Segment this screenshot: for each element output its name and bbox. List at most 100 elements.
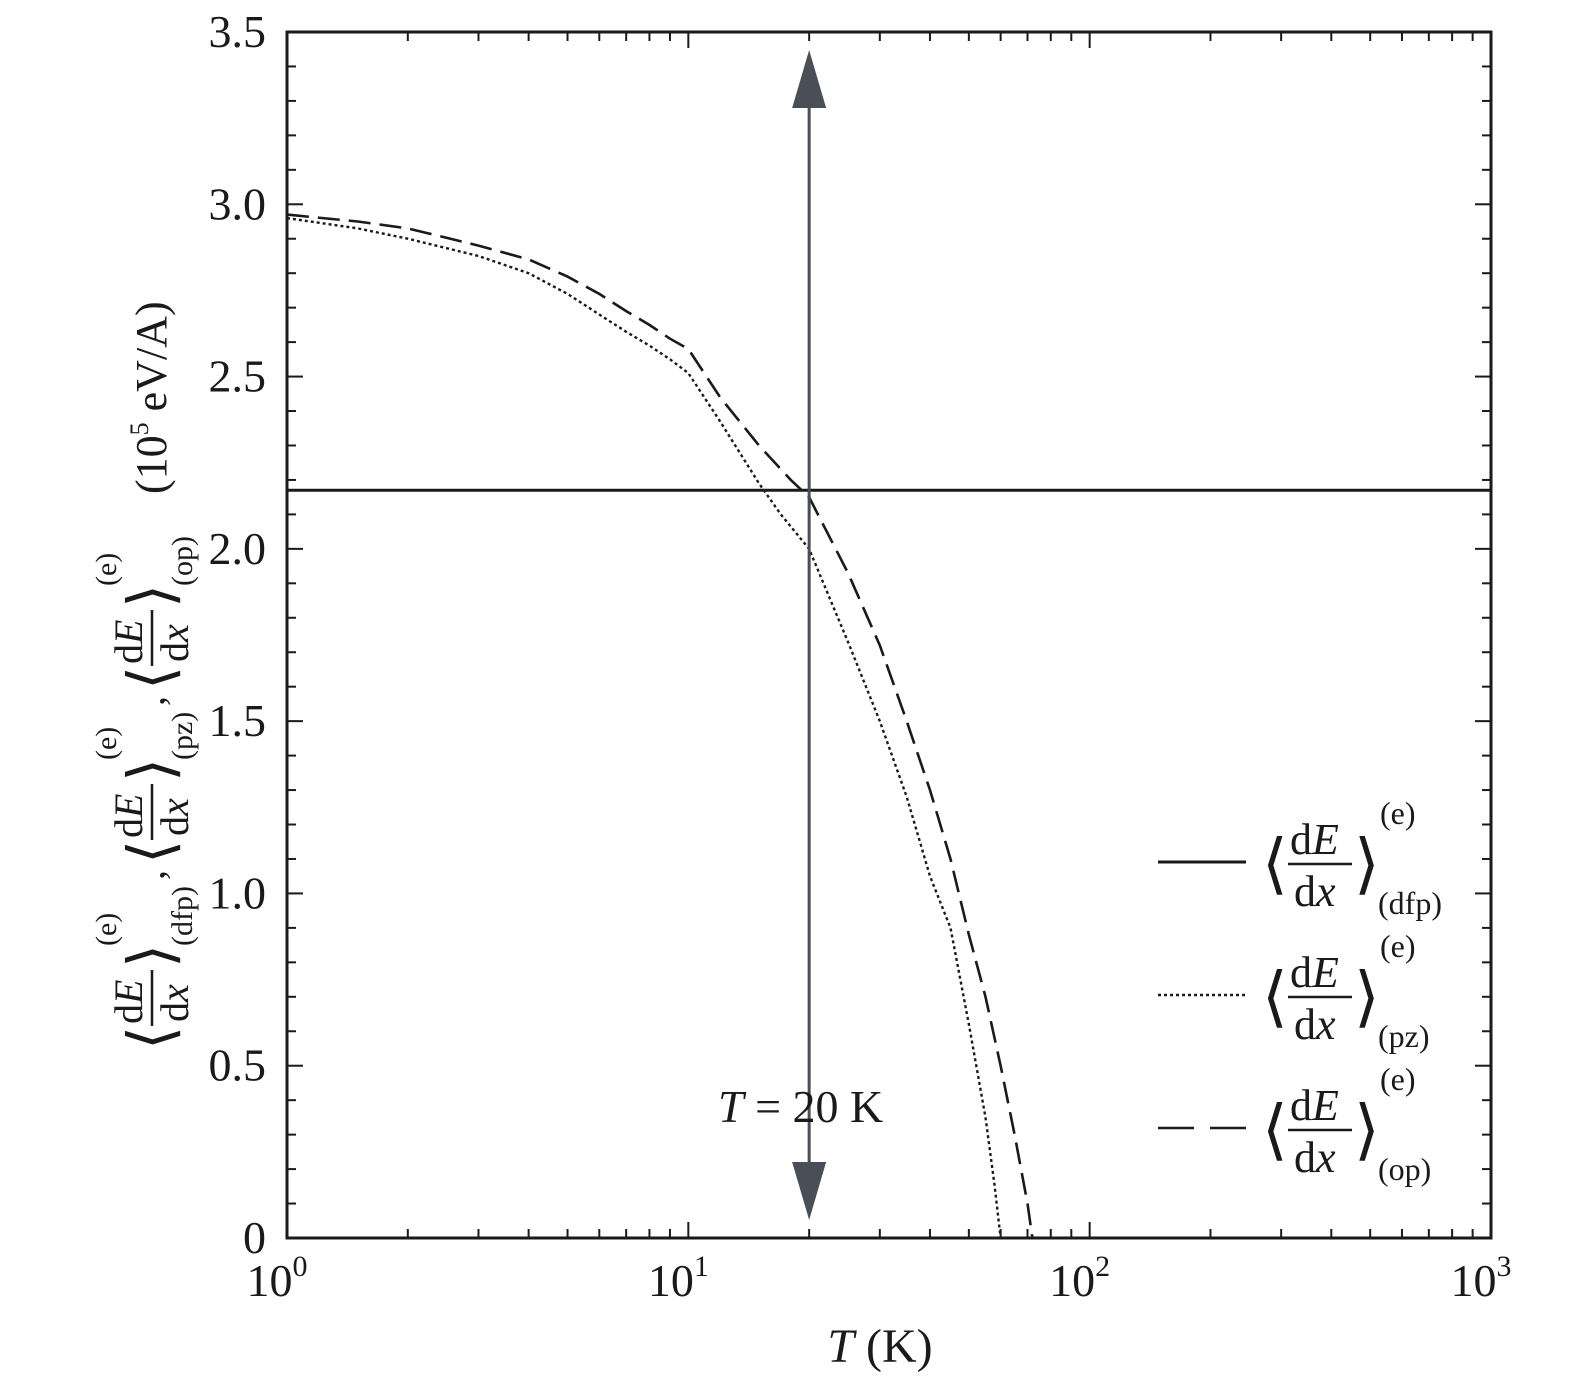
x-tick-label-exp: 3 xyxy=(1497,1250,1512,1283)
y-tick-label: 1.5 xyxy=(209,695,267,746)
y-label-sup: (e) xyxy=(90,913,123,946)
legend-numerator: dE xyxy=(1290,1081,1339,1130)
x-tick-label-exp: 0 xyxy=(293,1250,308,1283)
y-label-den-d: d xyxy=(152,1002,197,1022)
y-label-term-dfp: ⟨ dE dx ⟩ (e) (dfp) , xyxy=(90,870,199,1050)
y-label-bracket-right: ⟩ xyxy=(118,584,186,608)
y-label-unit: (105 eV/A) xyxy=(125,301,176,494)
legend-bracket-right: ⟩ xyxy=(1354,961,1380,1034)
legend-den-x: x xyxy=(1315,1000,1336,1049)
series-line-dashed xyxy=(286,213,1034,1239)
y-label-sub-op: (op) xyxy=(166,536,199,586)
y-tick-label: 3.0 xyxy=(209,178,267,229)
legend-denominator: dx xyxy=(1294,867,1336,916)
y-label-numerator: dE xyxy=(106,980,151,1024)
y-label-num-d: d xyxy=(106,644,151,664)
y-label-bracket-left: ⟨ xyxy=(118,840,186,864)
x-tick-label-exp: 2 xyxy=(1095,1250,1110,1283)
legend-den-d: d xyxy=(1294,867,1316,916)
y-label-unit-prefix: (10 xyxy=(127,435,176,494)
x-tick-label: 102 xyxy=(1049,1250,1110,1306)
y-label-term-op: ⟨ dE dx ⟩ (e) (op) xyxy=(90,536,199,690)
series-line-dotted xyxy=(286,216,1002,1239)
legend-numerator: dE xyxy=(1290,948,1339,997)
x-axis-tick-labels: 100 101 102 103 xyxy=(247,1250,1512,1306)
y-label-sup: (e) xyxy=(90,727,123,760)
legend-den-x: x xyxy=(1315,1133,1336,1182)
y-label-den-x: x xyxy=(152,798,197,817)
y-label-numerator: dE xyxy=(106,794,151,838)
y-label-denominator: dx xyxy=(152,624,197,662)
y-axis-ticks xyxy=(287,31,1491,1239)
y-label-comma: , xyxy=(128,870,173,880)
y-label-num-d: d xyxy=(106,1004,151,1024)
plot-frame xyxy=(285,30,1493,1240)
x-axis-label: T (K) xyxy=(827,1320,932,1373)
y-label-bracket-right: ⟩ xyxy=(118,944,186,968)
x-tick-label: 101 xyxy=(648,1250,709,1306)
legend-den-d: d xyxy=(1294,1000,1316,1049)
legend-label: (pz) xyxy=(1378,1018,1430,1054)
legend-sup: (e) xyxy=(1380,1061,1416,1097)
legend-denominator: dx xyxy=(1294,1133,1336,1182)
x-tick-label-base: 10 xyxy=(1049,1255,1095,1306)
y-axis-tick-labels: 0 0.5 1.0 1.5 2.0 2.5 3.0 3.5 xyxy=(209,6,267,1263)
y-tick-label: 0.5 xyxy=(209,1040,267,1091)
y-label-num-e: E xyxy=(106,980,151,1005)
series-layer xyxy=(286,213,1491,1239)
legend-num-e: E xyxy=(1311,1081,1339,1130)
y-label-sup: (e) xyxy=(90,553,123,586)
legend-sup: (e) xyxy=(1380,928,1416,964)
y-label-sub-pz: (pz) xyxy=(166,712,199,760)
x-tick-label-base: 10 xyxy=(247,1255,293,1306)
y-label-numerator: dE xyxy=(106,620,151,664)
legend-num-e: E xyxy=(1311,948,1339,997)
y-label-bracket-left: ⟨ xyxy=(118,666,186,690)
y-label-comma: , xyxy=(128,696,173,706)
x-tick-label-base: 10 xyxy=(1451,1255,1497,1306)
y-tick-label: 2.0 xyxy=(209,523,267,574)
x-tick-label-exp: 1 xyxy=(694,1250,709,1283)
legend-numerator: dE xyxy=(1290,815,1339,864)
y-axis-label: ⟨ dE dx ⟩ (e) (dfp) , ⟨ dE dx ⟩ (e) xyxy=(90,301,199,1050)
x-tick-label: 100 xyxy=(247,1250,308,1306)
y-tick-label: 1.0 xyxy=(209,867,267,918)
legend-label: (op) xyxy=(1378,1151,1431,1187)
x-axis-label-unit: (K) xyxy=(854,1320,933,1373)
legend-den-x: x xyxy=(1315,867,1336,916)
legend-num-d: d xyxy=(1290,948,1312,997)
y-label-unit-exp: 5 xyxy=(125,422,154,435)
annotation-arrow-head-bottom xyxy=(792,1162,827,1220)
y-label-term-pz: ⟨ dE dx ⟩ (e) (pz) , xyxy=(90,696,199,864)
annotation-text: = 20 K xyxy=(744,1081,884,1132)
annotation-label: T = 20 K xyxy=(718,1081,883,1132)
y-tick-label: 0 xyxy=(243,1212,266,1263)
y-label-bracket-left: ⟨ xyxy=(118,1026,186,1050)
y-label-num-e: E xyxy=(106,794,151,819)
y-label-sub-dfp: (dfp) xyxy=(166,886,199,946)
y-tick-label: 3.5 xyxy=(209,6,267,57)
legend-bracket-left: ⟨ xyxy=(1262,828,1288,901)
legend-bracket-left: ⟨ xyxy=(1262,1094,1288,1167)
legend-sup: (e) xyxy=(1380,795,1416,831)
x-tick-label-base: 10 xyxy=(648,1255,694,1306)
legend-label: (dfp) xyxy=(1378,885,1442,921)
x-axis-label-var: T xyxy=(827,1320,857,1373)
annotation-arrow-head-top xyxy=(792,50,827,108)
legend-bracket-left: ⟨ xyxy=(1262,961,1288,1034)
y-label-den-d: d xyxy=(152,816,197,836)
y-label-den-x: x xyxy=(152,624,197,643)
legend-denominator: dx xyxy=(1294,1000,1336,1049)
legend-bracket-right: ⟩ xyxy=(1354,1094,1380,1167)
y-label-den-x: x xyxy=(152,984,197,1003)
y-label-denominator: dx xyxy=(152,984,197,1022)
legend-bracket-right: ⟩ xyxy=(1354,828,1380,901)
y-label-bracket-right: ⟩ xyxy=(118,758,186,782)
x-axis-ticks xyxy=(286,32,1474,1238)
annotation-arrow xyxy=(792,50,827,1220)
y-tick-label: 2.5 xyxy=(209,351,267,402)
